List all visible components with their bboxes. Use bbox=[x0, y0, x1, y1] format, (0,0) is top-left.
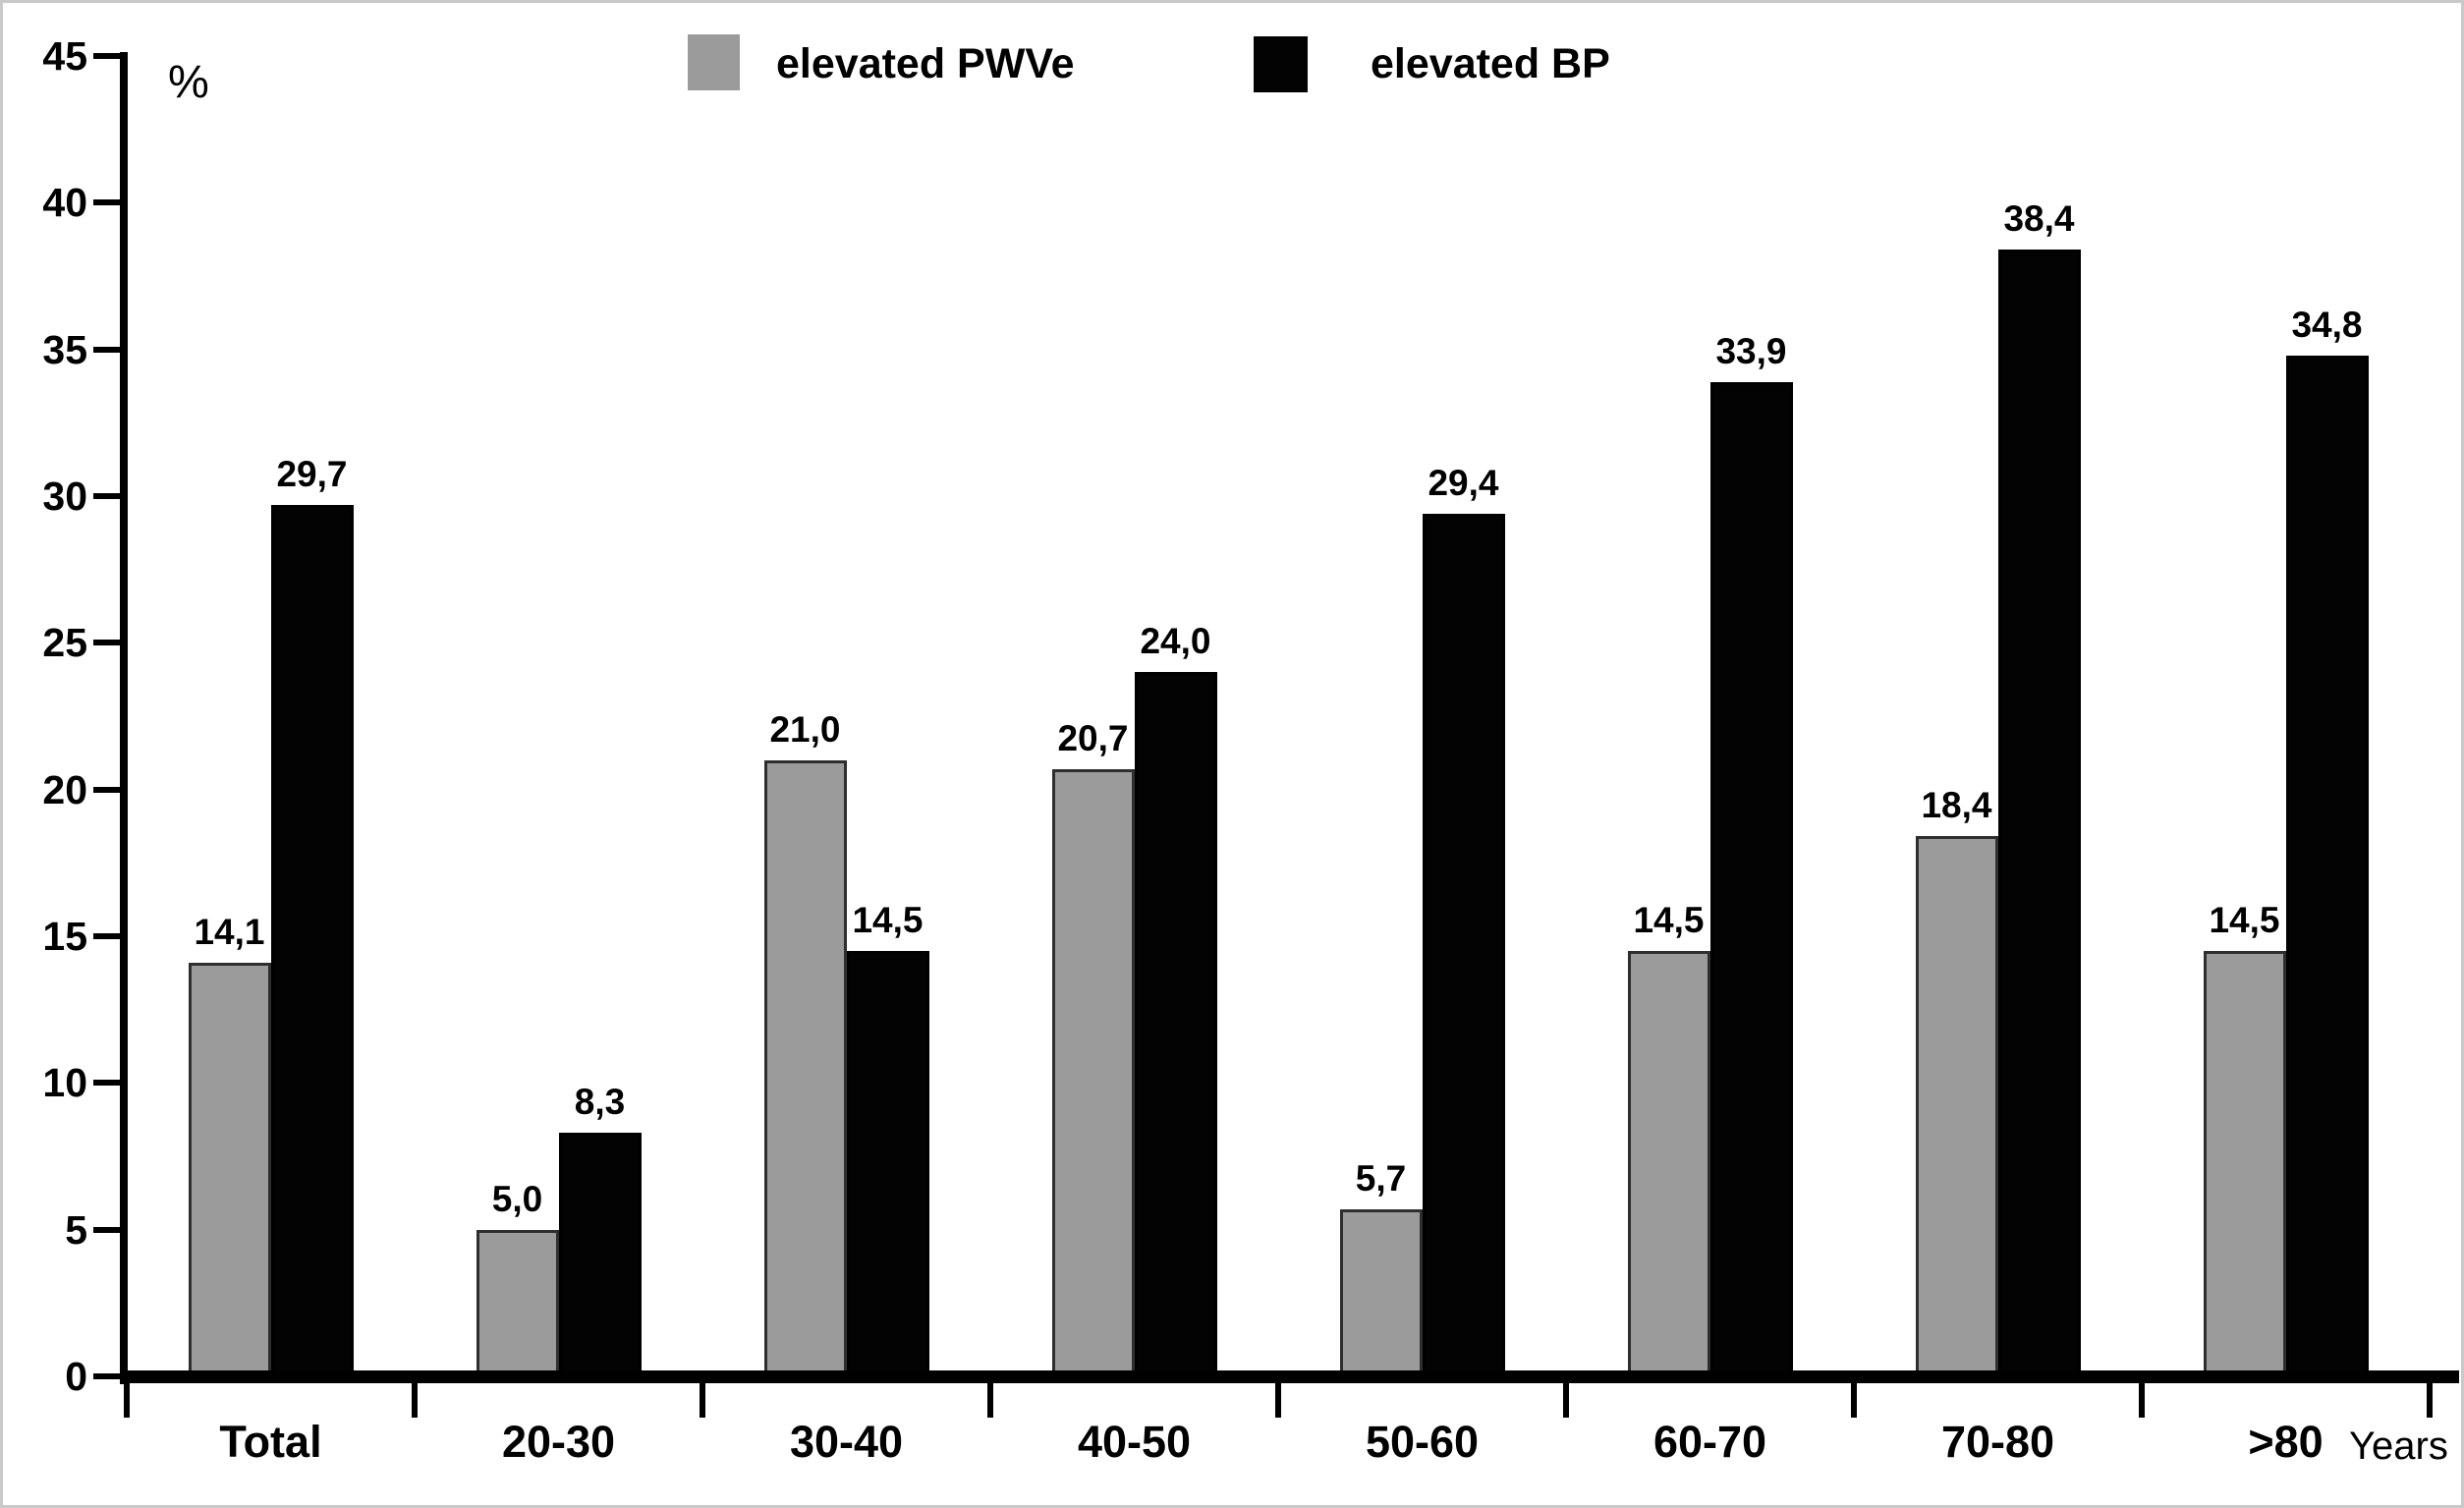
y-tick-10 bbox=[93, 1080, 120, 1087]
legend-swatch-elevated-bp bbox=[1254, 36, 1308, 92]
bar-elevated-pwve-70-80 bbox=[1915, 836, 1998, 1376]
value-label-elevated-bp-70-80: 38,4 bbox=[2003, 198, 2075, 239]
value-label-elevated-bp-30-40: 14,5 bbox=[852, 900, 924, 940]
y-tick-45 bbox=[93, 53, 120, 59]
value-label-elevated-pwve-50-60: 5,7 bbox=[1355, 1158, 1407, 1199]
x-tick-0 bbox=[124, 1382, 130, 1418]
x-tick-2 bbox=[700, 1382, 705, 1418]
x-tick-1 bbox=[412, 1382, 418, 1418]
bar-elevated-bp-20-30 bbox=[558, 1133, 642, 1376]
category-label-total: Total bbox=[219, 1417, 322, 1467]
y-tick-25 bbox=[93, 640, 120, 646]
y-tick-label-0: 0 bbox=[65, 1354, 87, 1399]
value-label-elevated-bp-40-50: 24,0 bbox=[1140, 621, 1211, 661]
bar-elevated-bp-30-40 bbox=[846, 951, 929, 1376]
x-tick-6 bbox=[1851, 1382, 1857, 1418]
bar-elevated-pwve-20-30 bbox=[476, 1230, 559, 1376]
y-tick-20 bbox=[93, 786, 120, 793]
y-tick-label-5: 5 bbox=[65, 1206, 87, 1253]
category-label-60-70: 60-70 bbox=[1652, 1417, 1767, 1467]
bar-elevated-bp-60-70 bbox=[1709, 382, 1793, 1376]
x-axis-line bbox=[120, 1370, 2459, 1383]
value-label-elevated-bp-total: 29,7 bbox=[276, 454, 348, 494]
y-tick-label-25: 25 bbox=[42, 620, 87, 666]
category-label--80: >80 bbox=[2248, 1417, 2324, 1467]
x-tick-3 bbox=[987, 1382, 993, 1418]
x-tick-5 bbox=[1563, 1382, 1569, 1418]
bar-elevated-pwve-total bbox=[188, 963, 271, 1376]
legend-label-elevated-bp: elevated BP bbox=[1371, 40, 1610, 87]
y-tick-label-30: 30 bbox=[42, 474, 87, 519]
value-label-elevated-bp-20-30: 8,3 bbox=[574, 1082, 626, 1122]
legend-label-elevated-pwve: elevated PWVe bbox=[776, 40, 1075, 87]
value-label-elevated-bp--80: 34,8 bbox=[2291, 305, 2363, 345]
x-tick-8 bbox=[2427, 1382, 2433, 1418]
y-tick-15 bbox=[93, 933, 120, 939]
category-label-50-60: 50-60 bbox=[1365, 1417, 1480, 1467]
y-tick-30 bbox=[93, 493, 120, 499]
value-label-elevated-pwve-70-80: 18,4 bbox=[1921, 785, 1992, 825]
value-label-elevated-pwve-20-30: 5,0 bbox=[491, 1179, 543, 1219]
y-tick-label-20: 20 bbox=[42, 766, 87, 812]
value-label-elevated-bp-60-70: 33,9 bbox=[1715, 331, 1787, 371]
value-label-elevated-pwve-30-40: 21,0 bbox=[769, 709, 841, 750]
value-label-elevated-bp-50-60: 29,4 bbox=[1428, 463, 1499, 503]
bar-elevated-pwve-50-60 bbox=[1339, 1209, 1423, 1376]
y-tick-label-40: 40 bbox=[42, 180, 87, 226]
bar-elevated-pwve--80 bbox=[2203, 951, 2286, 1376]
value-label-elevated-pwve-40-50: 20,7 bbox=[1057, 718, 1129, 758]
bar-elevated-pwve-40-50 bbox=[1051, 769, 1135, 1376]
y-tick-label-10: 10 bbox=[42, 1060, 87, 1106]
y-tick-label-45: 45 bbox=[42, 33, 87, 79]
value-label-elevated-pwve-total: 14,1 bbox=[194, 912, 265, 952]
y-axis-unit-label: % bbox=[168, 55, 209, 107]
category-label-70-80: 70-80 bbox=[1940, 1417, 2055, 1467]
y-tick-5 bbox=[93, 1226, 120, 1233]
y-tick-40 bbox=[93, 199, 120, 206]
x-tick-4 bbox=[1275, 1382, 1281, 1418]
y-axis-line bbox=[120, 52, 128, 1384]
bar-elevated-pwve-30-40 bbox=[763, 760, 847, 1376]
category-label-20-30: 20-30 bbox=[501, 1417, 616, 1467]
y-tick-0 bbox=[93, 1373, 120, 1379]
bar-elevated-bp-40-50 bbox=[1134, 672, 1217, 1376]
value-label-elevated-pwve--80: 14,5 bbox=[2209, 900, 2280, 940]
category-label-30-40: 30-40 bbox=[789, 1417, 904, 1467]
bar-elevated-bp-50-60 bbox=[1422, 514, 1505, 1376]
bar-elevated-pwve-60-70 bbox=[1627, 951, 1710, 1376]
y-tick-35 bbox=[93, 346, 120, 353]
legend-swatch-elevated-pwve bbox=[688, 34, 740, 90]
value-label-elevated-pwve-60-70: 14,5 bbox=[1633, 900, 1705, 940]
category-label-40-50: 40-50 bbox=[1077, 1417, 1192, 1467]
y-tick-label-15: 15 bbox=[42, 914, 87, 959]
bar-elevated-bp-70-80 bbox=[1997, 250, 2081, 1376]
y-tick-label-35: 35 bbox=[42, 326, 87, 372]
x-tick-7 bbox=[2139, 1382, 2145, 1418]
bar-elevated-bp--80 bbox=[2285, 356, 2369, 1376]
x-axis-unit-label: Years bbox=[2349, 1424, 2448, 1468]
